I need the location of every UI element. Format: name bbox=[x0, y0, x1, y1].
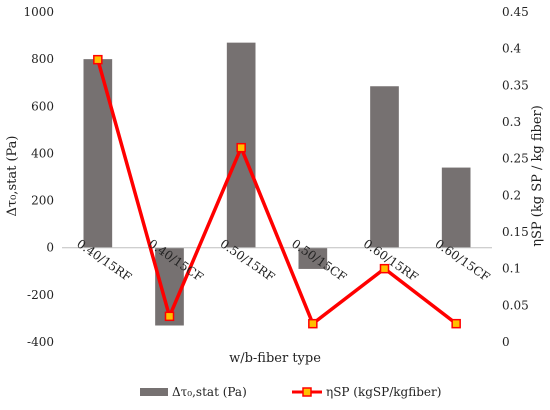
y-tick-label-5: 600 bbox=[31, 99, 54, 113]
y2-tick-label-9: 0.45 bbox=[502, 5, 529, 19]
category-label-3: 0.50/15CF bbox=[289, 236, 349, 284]
bar-3 bbox=[298, 247, 328, 269]
y2-tick-label-4: 0.2 bbox=[502, 188, 521, 202]
y2-tick-label-1: 0.05 bbox=[502, 298, 529, 312]
x-axis-title: w/b-fiber type bbox=[229, 351, 321, 366]
line-marker-2 bbox=[236, 142, 246, 153]
y2-tick-label-5: 0.25 bbox=[502, 152, 529, 166]
line-marker-3 bbox=[308, 318, 318, 329]
y2-tick-label-0: 0 bbox=[502, 335, 510, 349]
bar-5 bbox=[441, 167, 471, 248]
line-layer bbox=[93, 54, 461, 329]
y2-tick-label-2: 0.1 bbox=[502, 262, 521, 276]
y2-tick-label-6: 0.3 bbox=[502, 115, 521, 129]
legend: Δτ₀,stat (Pa) ηSP (kgSP/kgfiber) bbox=[140, 385, 441, 399]
line-series bbox=[96, 59, 458, 326]
y2-axis-title: ηSP (kg SP / kg fiber) bbox=[530, 105, 545, 247]
legend-bar-swatch bbox=[140, 388, 168, 396]
line-marker-5 bbox=[451, 318, 461, 329]
line-marker-0 bbox=[93, 54, 103, 65]
y-tick-label-6: 800 bbox=[31, 52, 54, 66]
y-tick-label-1: -200 bbox=[27, 288, 54, 302]
y-tick-label-3: 200 bbox=[31, 194, 54, 208]
legend-line-marker bbox=[302, 387, 312, 397]
y2-tick-label-7: 0.35 bbox=[502, 78, 529, 92]
y-tick-label-4: 400 bbox=[31, 146, 54, 160]
y-tick-label-7: 1000 bbox=[23, 5, 54, 19]
y2-tick-label-8: 0.4 bbox=[502, 42, 521, 56]
y-tick-label-0: -400 bbox=[27, 335, 54, 349]
legend-bar-label: Δτ₀,stat (Pa) bbox=[172, 385, 247, 399]
line-marker-1 bbox=[164, 311, 175, 322]
y2-tick-label-3: 0.15 bbox=[502, 225, 529, 239]
bar-0 bbox=[83, 59, 113, 248]
y-axis-title: Δτ₀,stat (Pa) bbox=[5, 136, 20, 217]
line-marker-4 bbox=[379, 263, 390, 274]
y-tick-label-2: 0 bbox=[46, 241, 54, 255]
legend-line-label: ηSP (kgSP/kgfiber) bbox=[326, 385, 441, 399]
bar-4 bbox=[370, 86, 399, 248]
